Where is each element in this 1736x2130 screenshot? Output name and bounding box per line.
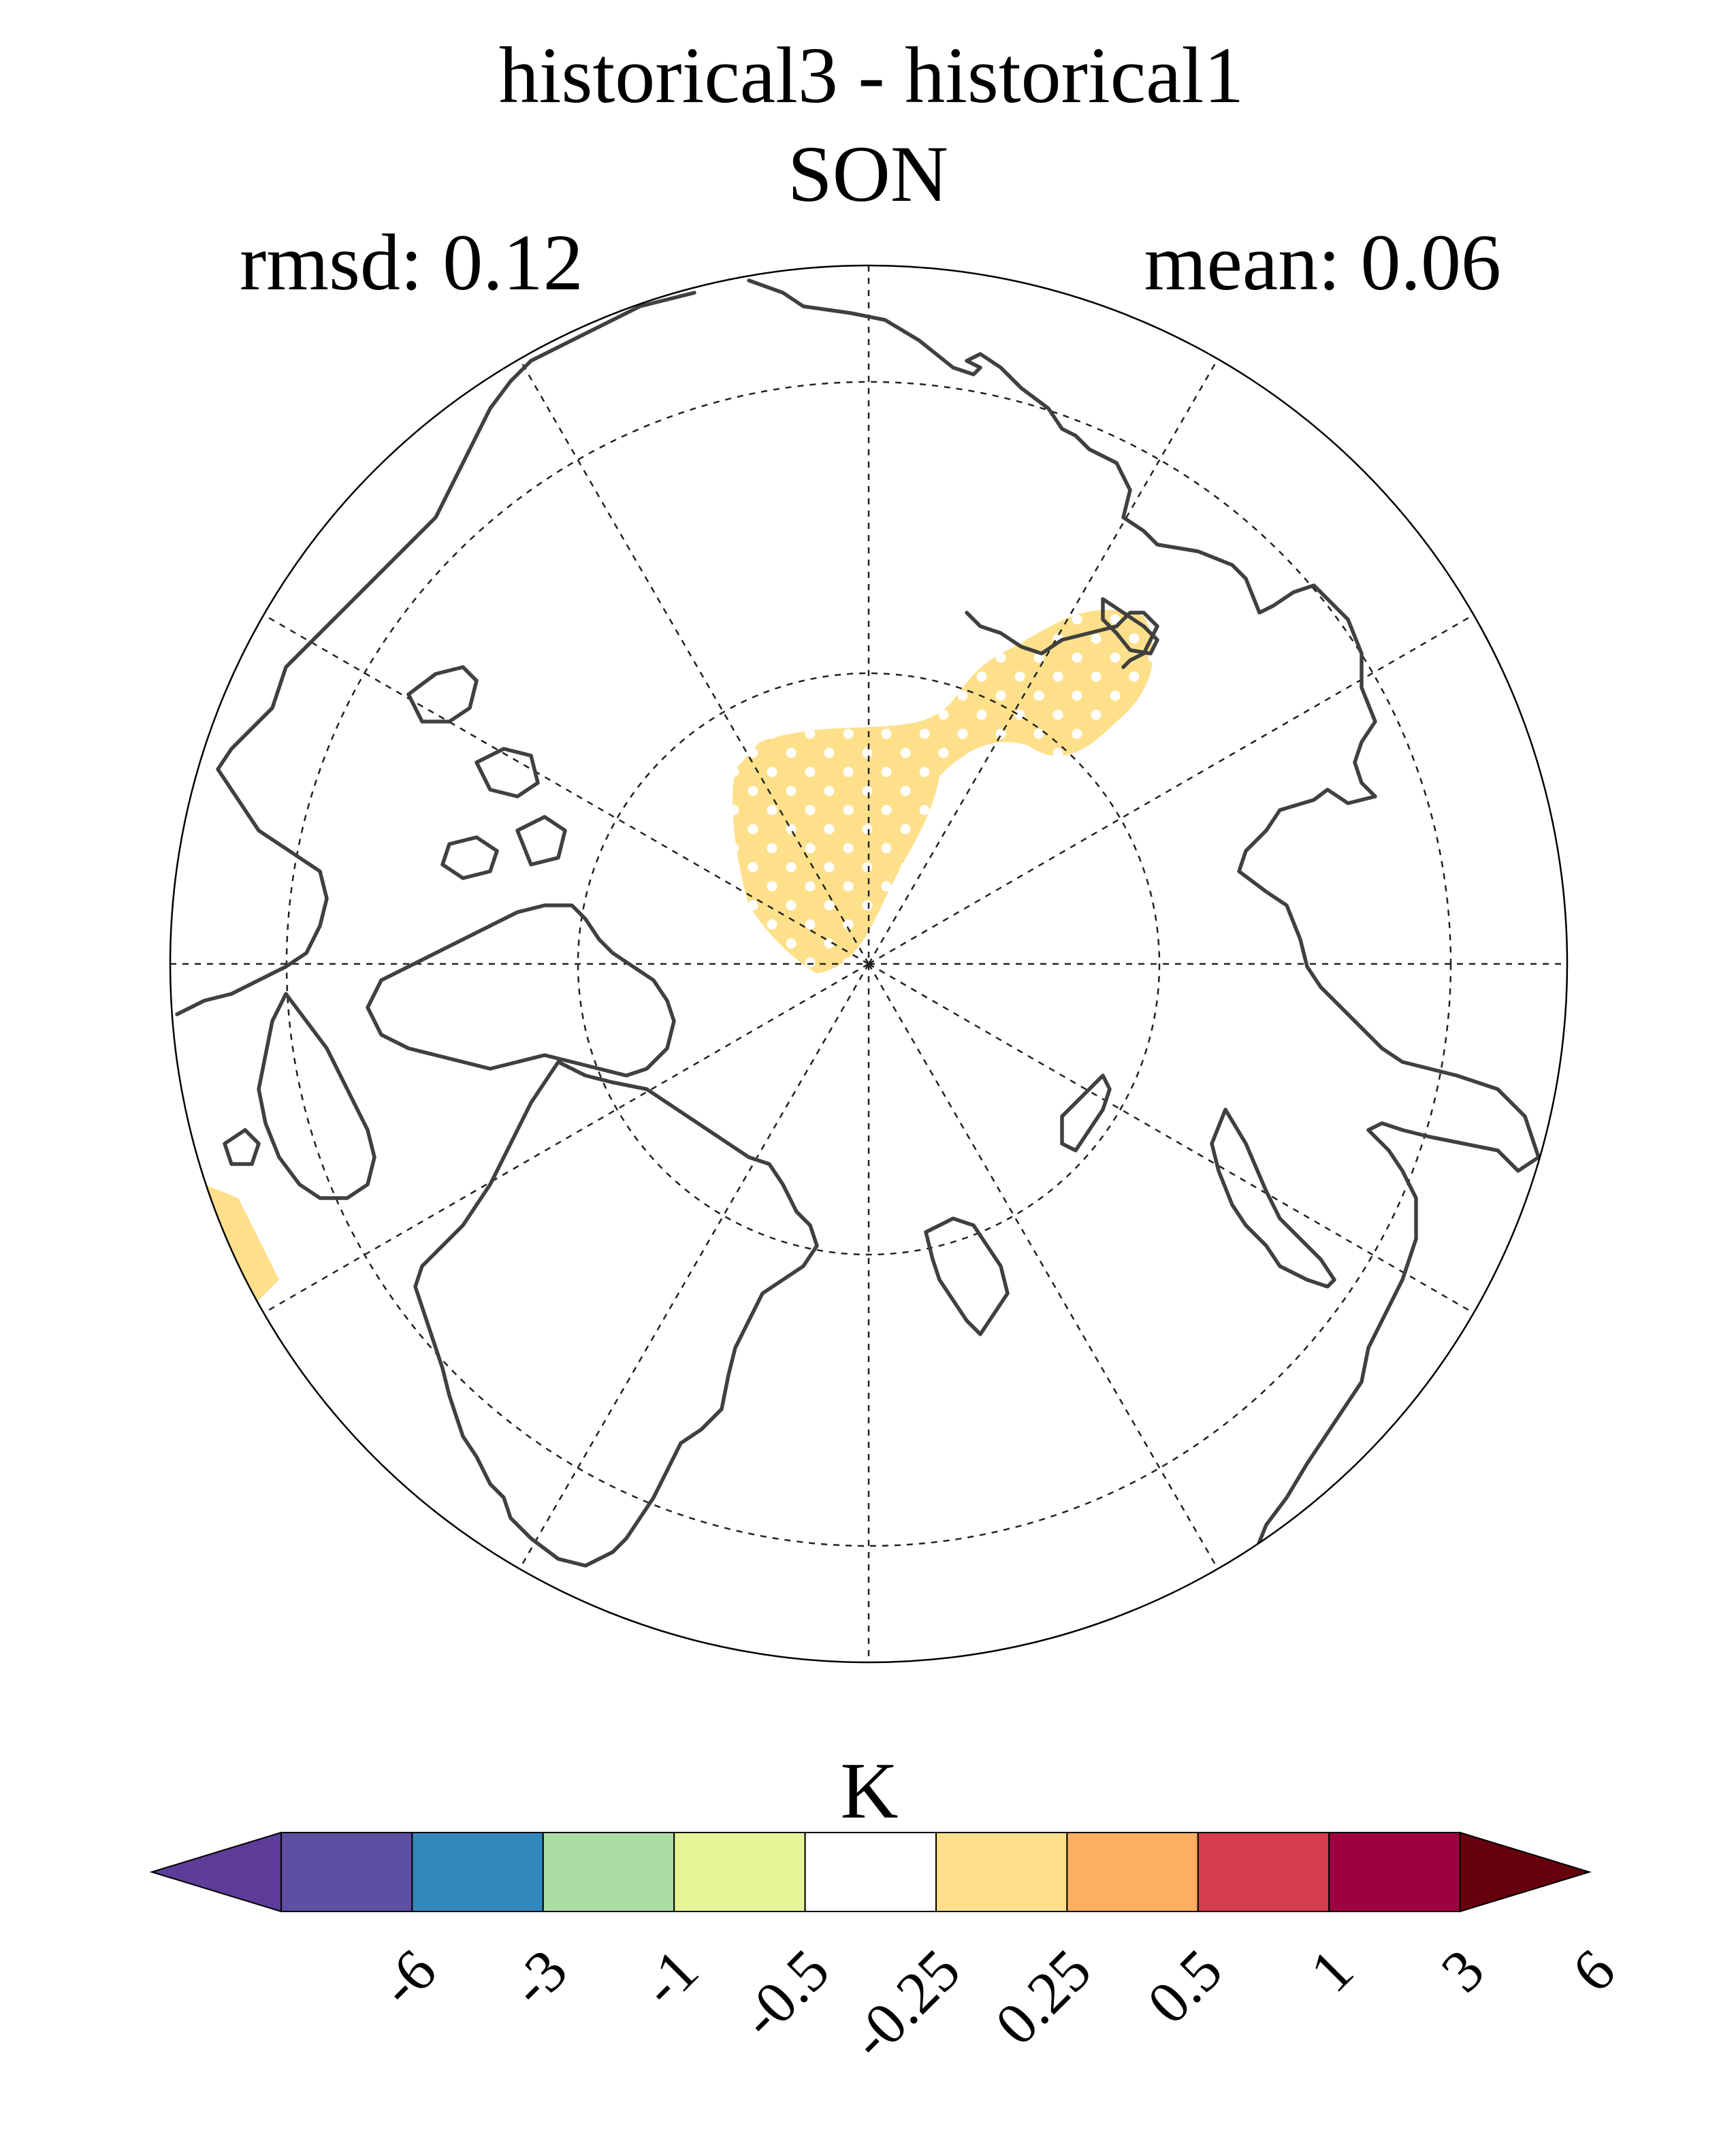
coast-greenland <box>413 1060 819 1568</box>
colorbar-units-label: K <box>840 1746 898 1835</box>
coast-franz-josef <box>1060 1074 1112 1152</box>
mean-label: mean: 0.06 <box>1144 218 1501 307</box>
lat-circle-80 <box>577 672 1161 1256</box>
coast-north-america <box>175 291 696 1016</box>
rmsd-label: rmsd: 0.12 <box>240 218 583 307</box>
colorbar: K -6 -3 -1 -0.5-0.25 0.25 0.5 1 3 6 <box>149 1746 1628 2072</box>
colorbar-tick-label: 1 <box>1298 1937 1366 2005</box>
colorbar-box <box>935 1832 1068 1912</box>
colorbar-box <box>673 1832 806 1912</box>
colorbar-tick-label: -6 <box>367 1937 449 2019</box>
chart-title: historical3 - historical1 <box>499 31 1244 120</box>
colorbar-tick-label: -0.5 <box>728 1937 842 2051</box>
coast-novaya-zemlya <box>1101 597 1159 656</box>
colorbar-tick-label: 0.5 <box>1136 1937 1235 2037</box>
colorbar-tick-label: -0.25 <box>838 1937 973 2072</box>
colorbar-box <box>280 1832 413 1912</box>
colorbar-extend-high <box>1459 1831 1592 1913</box>
coast-canadian-archipelago <box>366 903 676 1078</box>
chart-subtitle: SON <box>788 129 948 219</box>
colorbar-box <box>1328 1832 1461 1912</box>
coast-baffin <box>257 992 376 1200</box>
map-boundary <box>169 264 1569 1664</box>
anomaly-region-central-arctic <box>733 609 1154 973</box>
colorbar-tick-labels: -6 -3 -1 -0.5-0.25 0.25 0.5 1 3 6 <box>367 1937 1628 2072</box>
coastlines <box>175 278 1541 1649</box>
coast-islands-west <box>406 665 567 880</box>
coast-european-arctic <box>965 611 1159 669</box>
coast-alaska <box>223 1128 261 1166</box>
polar-map <box>170 265 1567 1662</box>
colorbar-tick-label: 6 <box>1560 1937 1628 2005</box>
colorbar-extend-low <box>149 1831 282 1913</box>
colorbar-boxes <box>149 1831 1592 1913</box>
graticule <box>170 265 1567 1662</box>
coast-svalbard <box>924 1216 1010 1336</box>
colorbar-tick-label: 0.25 <box>983 1937 1104 2058</box>
colorbar-box <box>542 1832 675 1912</box>
colorbar-tick-label: -3 <box>498 1937 580 2019</box>
colorbar-tick-label: 3 <box>1429 1937 1497 2005</box>
colorbar-tick-label: -1 <box>629 1937 711 2019</box>
coast-scandinavia <box>1210 1108 1336 1289</box>
coast-eurasia <box>747 278 1541 1649</box>
colorbar-box <box>1197 1832 1330 1912</box>
colorbar-box <box>804 1832 937 1912</box>
colorbar-box <box>1066 1832 1199 1912</box>
colorbar-box <box>411 1832 544 1912</box>
